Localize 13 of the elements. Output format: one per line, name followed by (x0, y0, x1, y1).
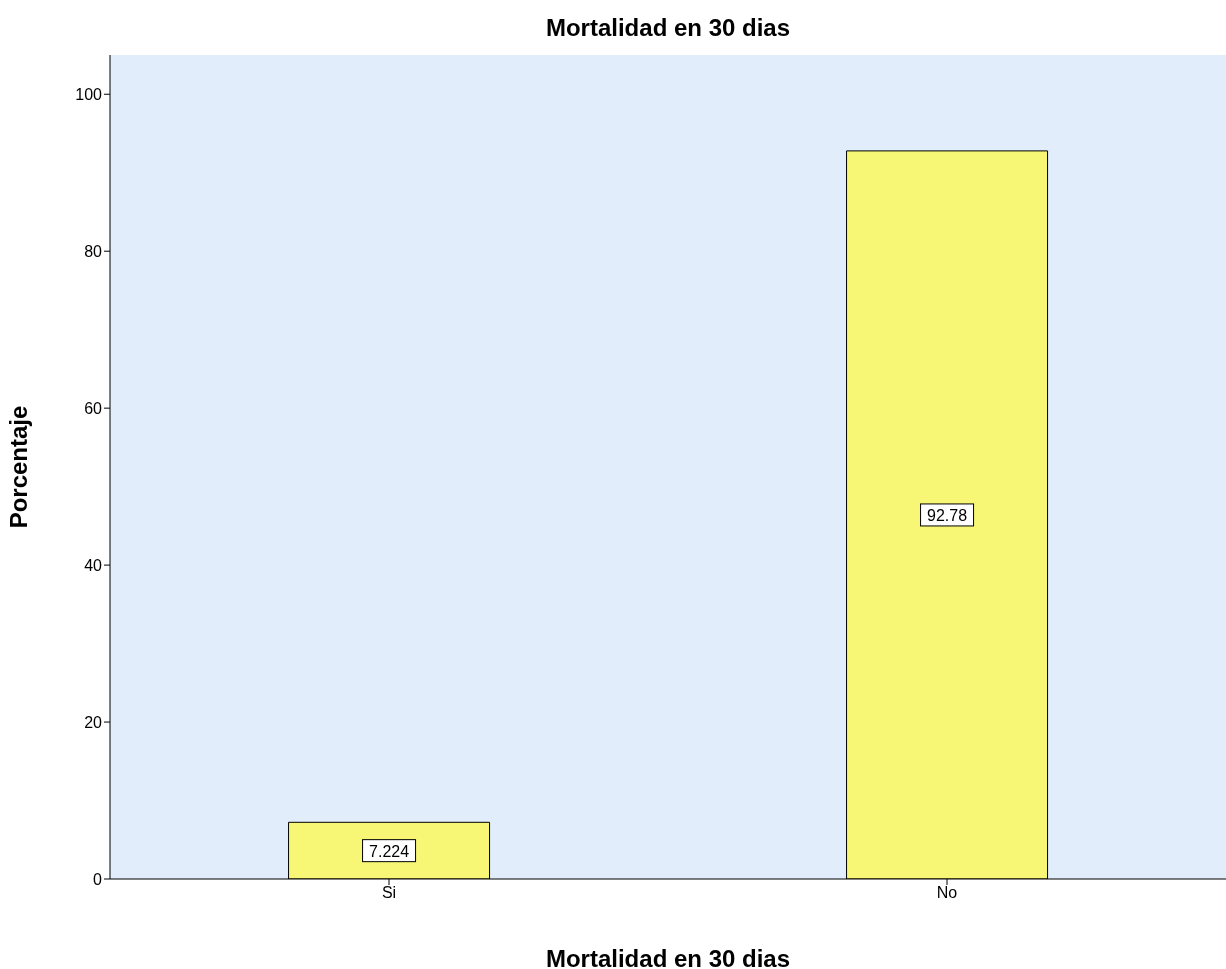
y-tick-label: 80 (84, 242, 103, 260)
y-tick-label: 60 (84, 399, 103, 417)
x-tick-label: No (936, 884, 958, 902)
chart-title: Mortalidad en 30 dias (544, 14, 792, 42)
y-tick-label: 100 (75, 85, 103, 103)
data-label: 92.78 (927, 506, 968, 524)
x-axis-title: Mortalidad en 30 dias (545, 945, 791, 969)
x-tick-label: Si (381, 884, 397, 902)
data-label: 7.224 (369, 842, 410, 860)
y-tick-label: 0 (93, 870, 103, 888)
y-tick-label: 40 (84, 556, 103, 574)
y-axis-title: Porcentaje (4, 405, 32, 529)
y-tick-label: 20 (84, 713, 103, 731)
